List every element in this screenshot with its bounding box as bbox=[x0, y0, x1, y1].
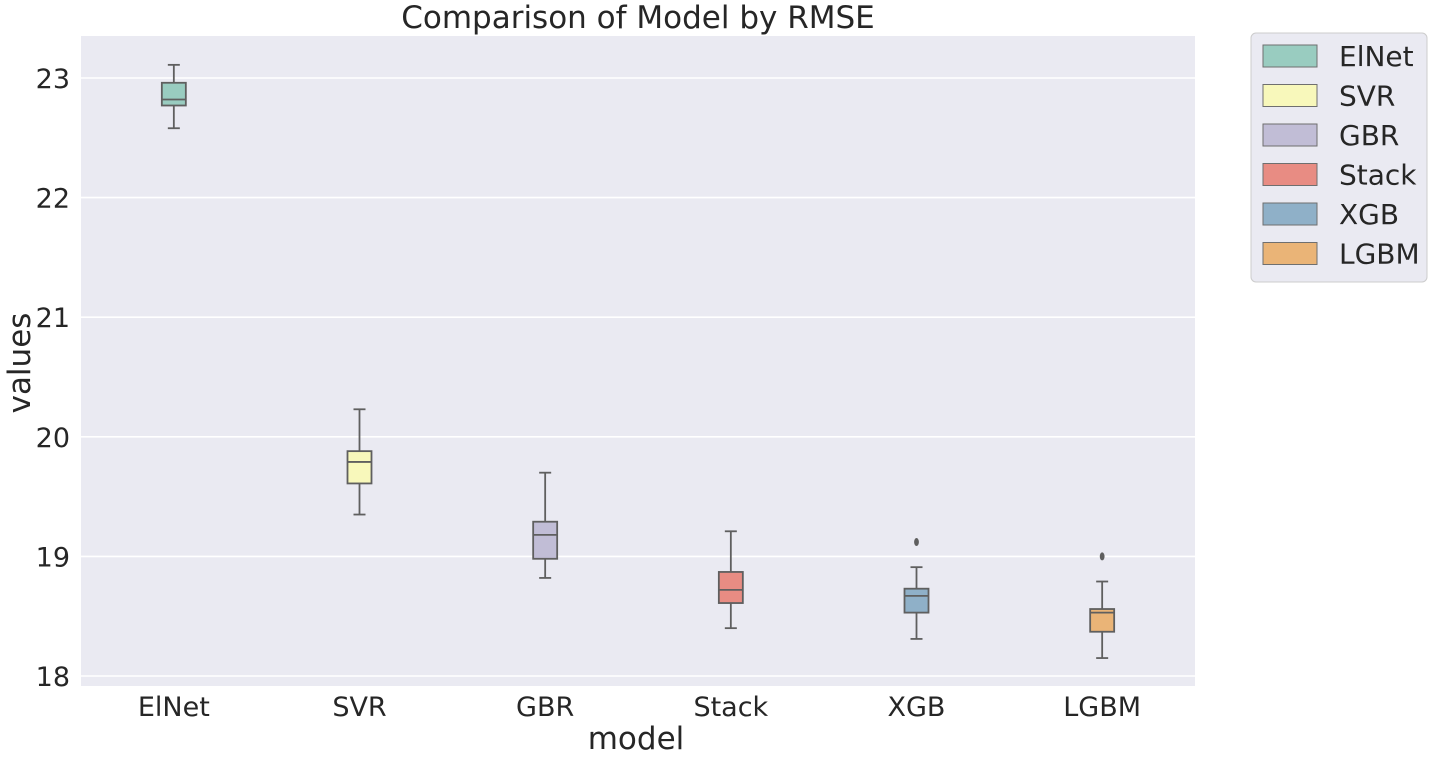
y-tick-label: 23 bbox=[36, 64, 70, 95]
y-tick-label: 18 bbox=[36, 662, 70, 693]
x-axis-title: model bbox=[588, 721, 685, 757]
box-svr bbox=[346, 408, 373, 516]
iqr-box bbox=[717, 571, 744, 604]
x-tick-label: ElNet bbox=[138, 692, 210, 723]
y-tick-label: 21 bbox=[36, 303, 70, 334]
y-tick-label: 22 bbox=[36, 184, 70, 215]
legend-item-svr: SVR bbox=[1262, 80, 1395, 113]
x-tick-label: SVR bbox=[332, 692, 386, 723]
legend-label: XGB bbox=[1339, 198, 1399, 231]
y-axis-title: values bbox=[2, 313, 38, 414]
x-tick-label: LGBM bbox=[1063, 692, 1141, 723]
y-tick-labels: 18 19 20 21 22 23 bbox=[36, 64, 70, 693]
legend-swatch bbox=[1262, 44, 1318, 68]
legend-label: GBR bbox=[1339, 119, 1399, 152]
chart-title: Comparison of Model by RMSE bbox=[401, 0, 875, 36]
legend-label: LGBM bbox=[1339, 238, 1420, 271]
legend-swatch bbox=[1262, 202, 1318, 226]
iqr-box bbox=[532, 520, 559, 560]
legend-item-gbr: GBR bbox=[1262, 119, 1399, 152]
box-gbr bbox=[532, 471, 559, 579]
box-lgbm bbox=[1089, 552, 1116, 659]
legend-swatch bbox=[1262, 163, 1318, 186]
legend-label: ElNet bbox=[1339, 40, 1414, 73]
legend-item-xgb: XGB bbox=[1262, 198, 1399, 231]
iqr-box bbox=[160, 81, 187, 107]
legend-item-lgbm: LGBM bbox=[1262, 238, 1420, 271]
y-tick-label: 19 bbox=[36, 542, 70, 573]
box-stack bbox=[717, 530, 744, 630]
x-tick-label: XGB bbox=[888, 692, 946, 723]
iqr-box bbox=[1089, 608, 1116, 633]
plot-background bbox=[81, 36, 1195, 686]
box-xgb bbox=[903, 538, 930, 640]
x-tick-label: Stack bbox=[693, 692, 768, 723]
outlier-point bbox=[914, 538, 919, 547]
legend-swatch bbox=[1262, 84, 1318, 107]
legend-item-stack: Stack bbox=[1262, 159, 1417, 192]
x-tick-labels: ElNet SVR GBR Stack XGB LGBM bbox=[138, 692, 1141, 723]
legend: ElNet SVR GBR Stack XGB LGBM bbox=[1250, 32, 1428, 283]
outlier-point bbox=[1099, 552, 1105, 561]
box-elnet bbox=[160, 63, 187, 130]
legend-items: ElNet SVR GBR Stack XGB LGBM bbox=[1262, 40, 1420, 271]
legend-item-elnet: ElNet bbox=[1262, 40, 1414, 73]
y-tick-label: 20 bbox=[36, 423, 70, 454]
legend-label: Stack bbox=[1339, 159, 1417, 192]
iqr-box bbox=[346, 450, 373, 485]
legend-label: SVR bbox=[1339, 80, 1395, 113]
box-series-group bbox=[160, 63, 1116, 659]
legend-swatch bbox=[1262, 123, 1318, 147]
y-gridlines bbox=[81, 77, 1195, 677]
x-tick-label: GBR bbox=[516, 692, 574, 723]
legend-swatch bbox=[1262, 242, 1318, 265]
iqr-box bbox=[903, 587, 930, 614]
